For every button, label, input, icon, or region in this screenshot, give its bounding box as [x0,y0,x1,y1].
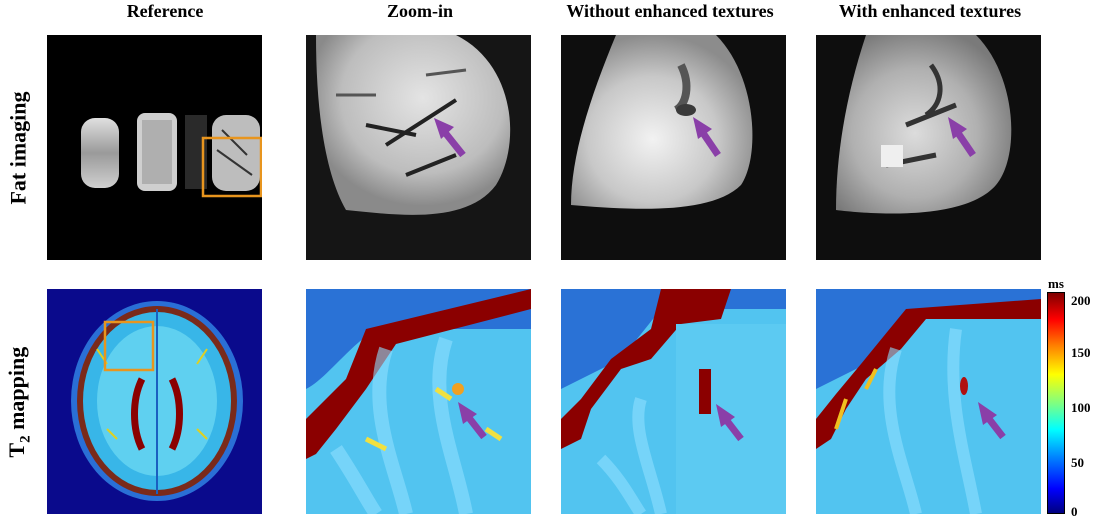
arrow-fat-without [693,117,721,157]
fat-without-enhanced-image [561,35,786,260]
t2-with-enhanced-image [816,289,1041,514]
highlight-box-t2 [103,320,155,372]
row-label-fat-imaging: Fat imaging [6,90,31,205]
arrow-t2-zoom [458,402,487,440]
colorbar-tick-150: 150 [1071,345,1091,360]
fat-reference-image [47,35,262,260]
colorbar-tick-100: 100 [1071,400,1091,415]
arrow-t2-with [978,402,1006,440]
t2-rest: mapping [3,347,29,436]
colorbar-tick-50: 50 [1071,455,1084,470]
fat-zoom-in-image [306,35,531,260]
t2-without-enhanced-image [561,289,786,514]
column-title-with-enhanced: With enhanced textures [838,1,1022,21]
arrow-t2-without [716,404,744,442]
column-title-zoom-in: Zoom-in [386,1,453,21]
t2-letter: T [3,443,29,458]
highlight-box-fat [201,136,262,198]
colorbar [1047,292,1065,514]
t2-zoom-in-image [306,289,531,514]
row-label-t2-mapping: T2 mapping [2,290,36,515]
column-title-without-enhanced: Without enhanced textures [566,1,774,21]
colorbar-unit: ms [1048,276,1064,291]
colorbar-tick-0: 0 [1071,504,1078,519]
t2-subscript: 2 [17,435,34,444]
colorbar-tick-200: 200 [1071,293,1091,308]
fat-with-enhanced-image [816,35,1041,260]
arrow-fat-with [948,117,976,157]
arrow-fat-zoom [434,118,466,158]
column-title-reference: Reference [126,1,204,21]
t2-reference-image [47,289,262,514]
